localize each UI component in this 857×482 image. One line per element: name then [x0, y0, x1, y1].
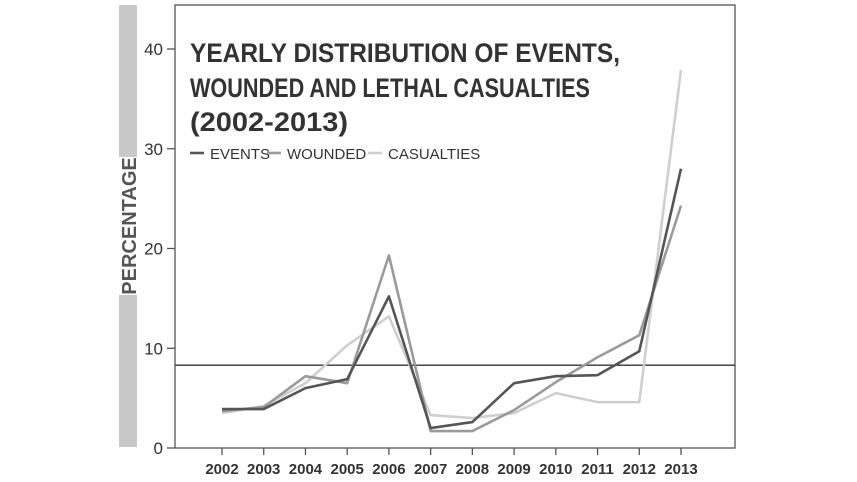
x-tick-label: 2004	[289, 461, 323, 478]
x-tick-label: 2003	[247, 461, 280, 478]
x-tick-label: 2005	[330, 461, 363, 478]
legend: EVENTS WOUNDED CASUALTIES	[190, 146, 480, 163]
x-tick-label: 2009	[497, 461, 530, 478]
x-tick-label: 2002	[205, 461, 238, 478]
x-tick-label: 2007	[414, 461, 447, 478]
chart-title-line-2: WOUNDED AND LETHAL CASUALTIES	[190, 73, 590, 103]
series-line-casualties	[221, 69, 683, 420]
series-line-wounded	[221, 205, 683, 433]
y-tick-label: 0	[154, 439, 163, 458]
y-tick-label: 20	[144, 240, 163, 259]
x-tick-label: 2006	[372, 461, 405, 478]
x-tick-label: 2011	[581, 461, 614, 478]
plot-frame	[174, 4, 736, 449]
x-tick-label: 2012	[623, 461, 656, 478]
series-line-events	[222, 168, 683, 430]
y-axis-label: PERCENTAGE	[119, 157, 141, 294]
legend-label-wounded: WOUNDED	[287, 146, 366, 163]
x-tick-label: 2013	[664, 461, 697, 478]
y-tick-label: 40	[144, 40, 163, 59]
legend-label-casualties: CASUALTIES	[388, 146, 480, 163]
legend-label-events: EVENTS	[210, 146, 270, 163]
x-tick-label: 2008	[456, 461, 489, 478]
ylabel-bar-top	[119, 5, 137, 157]
y-tick-label: 30	[144, 140, 163, 159]
y-tick-label: 10	[144, 339, 163, 358]
ylabel-bar-bottom	[119, 295, 137, 447]
chart-title-line-3: (2002-2013)	[190, 107, 348, 137]
x-tick-label: 2010	[539, 461, 572, 478]
chart-title-line-1: YEARLY DISTRIBUTION OF EVENTS,	[190, 38, 620, 68]
